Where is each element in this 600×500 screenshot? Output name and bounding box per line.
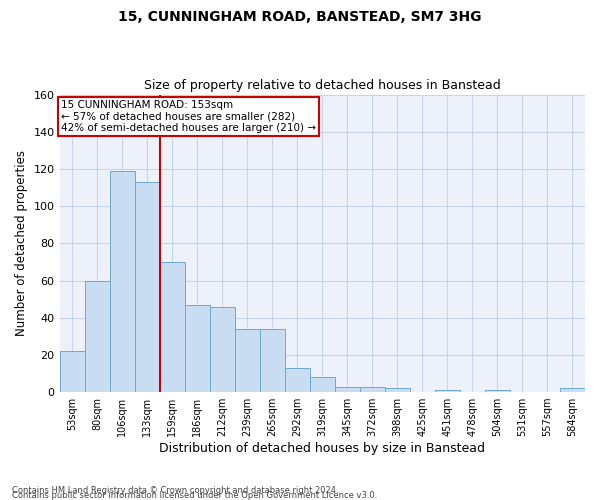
- Bar: [110, 171, 134, 392]
- Bar: [560, 388, 585, 392]
- Text: 15 CUNNINGHAM ROAD: 153sqm
← 57% of detached houses are smaller (282)
42% of sem: 15 CUNNINGHAM ROAD: 153sqm ← 57% of deta…: [61, 100, 316, 134]
- Bar: [335, 386, 360, 392]
- Bar: [435, 390, 460, 392]
- Text: Contains HM Land Registry data © Crown copyright and database right 2024.: Contains HM Land Registry data © Crown c…: [12, 486, 338, 495]
- Bar: [260, 329, 285, 392]
- Bar: [485, 390, 510, 392]
- Bar: [385, 388, 410, 392]
- X-axis label: Distribution of detached houses by size in Banstead: Distribution of detached houses by size …: [159, 442, 485, 455]
- Y-axis label: Number of detached properties: Number of detached properties: [15, 150, 28, 336]
- Bar: [285, 368, 310, 392]
- Bar: [134, 182, 160, 392]
- Bar: [160, 262, 185, 392]
- Text: Contains public sector information licensed under the Open Government Licence v3: Contains public sector information licen…: [12, 491, 377, 500]
- Bar: [235, 329, 260, 392]
- Bar: [310, 377, 335, 392]
- Bar: [209, 306, 235, 392]
- Title: Size of property relative to detached houses in Banstead: Size of property relative to detached ho…: [144, 79, 500, 92]
- Text: 15, CUNNINGHAM ROAD, BANSTEAD, SM7 3HG: 15, CUNNINGHAM ROAD, BANSTEAD, SM7 3HG: [118, 10, 482, 24]
- Bar: [360, 386, 385, 392]
- Bar: [185, 304, 209, 392]
- Bar: [85, 280, 110, 392]
- Bar: [59, 351, 85, 392]
